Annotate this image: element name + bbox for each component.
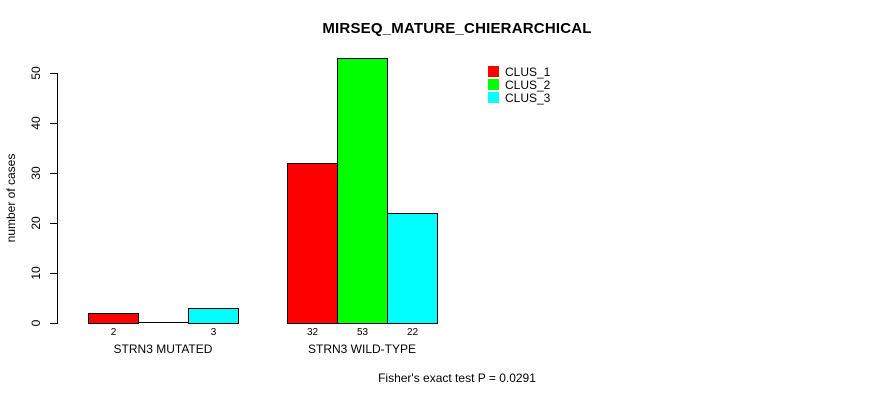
- y-tick-label: 10: [29, 266, 43, 280]
- x-category-label: STRN3 MUTATED: [113, 342, 213, 356]
- y-axis: [57, 73, 58, 324]
- bar-clus-1-strn3-mutated: [88, 313, 139, 324]
- bar-value-label: 32: [306, 327, 319, 338]
- legend-swatch-icon: [488, 79, 499, 90]
- legend-swatch-icon: [488, 92, 499, 103]
- bar-clus-3-strn3-mutated: [188, 308, 239, 324]
- bar-clus-2-strn3-mutated-zero: [138, 322, 189, 323]
- legend-swatch-icon: [488, 66, 499, 77]
- x-category-label: STRN3 WILD-TYPE: [307, 342, 416, 356]
- y-tick-mark: [50, 173, 57, 174]
- legend-item: CLUS_2: [488, 77, 551, 92]
- y-tick-mark: [50, 323, 57, 324]
- legend-label: CLUS_1: [505, 64, 551, 79]
- bar-value-label: 2: [110, 327, 117, 338]
- y-tick-label: 0: [29, 319, 43, 327]
- chart-title: MIRSEQ_MATURE_CHIERARCHICAL: [322, 20, 592, 37]
- bar-value-label: 53: [356, 327, 369, 338]
- y-tick-label: 20: [29, 216, 43, 230]
- legend-label: CLUS_3: [505, 90, 551, 105]
- y-tick-mark: [50, 223, 57, 224]
- legend: CLUS_1 CLUS_2 CLUS_3: [488, 64, 551, 105]
- y-tick-mark: [50, 73, 57, 74]
- bar-clus-1-strn3-wild-type: [287, 163, 338, 324]
- fisher-test-annotation: Fisher's exact test P = 0.0291: [378, 371, 536, 385]
- bar-value-label: 22: [406, 327, 419, 338]
- bar-clus-3-strn3-wild-type: [387, 213, 438, 324]
- y-tick-mark: [50, 123, 57, 124]
- bar-clus-2-strn3-wild-type: [337, 58, 388, 324]
- legend-item: CLUS_1: [488, 64, 551, 79]
- y-tick-label: 40: [29, 116, 43, 130]
- y-axis-label: number of cases: [4, 153, 18, 243]
- y-tick-label: 50: [29, 66, 43, 80]
- bar-value-label: 3: [210, 327, 217, 338]
- y-tick-mark: [50, 273, 57, 274]
- y-tick-label: 30: [29, 166, 43, 180]
- legend-label: CLUS_2: [505, 77, 551, 92]
- legend-item: CLUS_3: [488, 90, 551, 105]
